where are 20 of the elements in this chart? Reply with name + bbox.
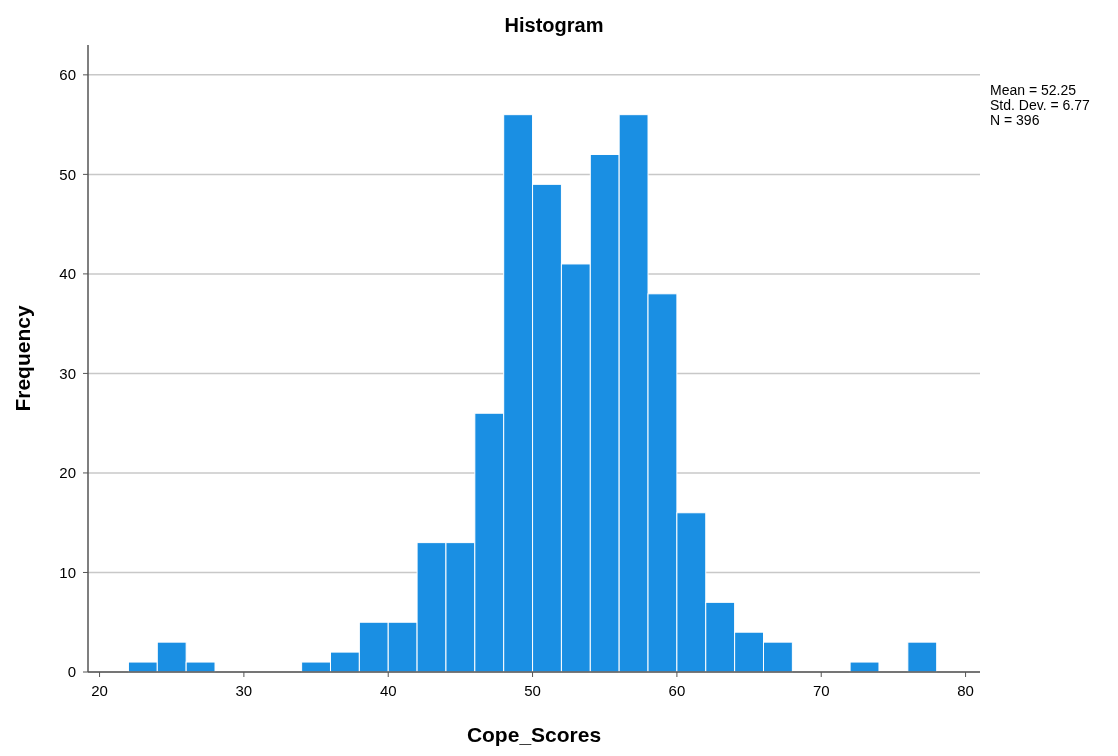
y-tick-label: 50 <box>59 165 76 183</box>
y-axis-title: Frequency <box>11 305 34 412</box>
y-tick-label: 60 <box>59 66 76 84</box>
y-tick-label: 20 <box>59 464 76 482</box>
chart-title: Histogram <box>504 14 604 36</box>
x-tick-label: 70 <box>812 682 830 699</box>
text: N = 396 <box>990 112 1040 128</box>
x-tick-label: 60 <box>668 682 686 699</box>
x-tick-label: 50 <box>524 682 541 699</box>
y-tick-label: 30 <box>59 364 76 382</box>
y-tick-label: 40 <box>59 265 76 283</box>
text: Std. Dev. = 6.77 <box>990 97 1090 113</box>
x-tick-label: 40 <box>379 682 397 699</box>
x-tick-label: 30 <box>235 682 253 699</box>
x-tick-label: 20 <box>91 682 108 699</box>
y-tick-label: 10 <box>59 563 76 581</box>
x-axis-title: Cope_Scores <box>466 723 602 746</box>
text: Mean = 52.25 <box>990 82 1077 98</box>
y-tick-label: 0 <box>67 663 76 681</box>
x-tick-label: 80 <box>957 682 974 699</box>
